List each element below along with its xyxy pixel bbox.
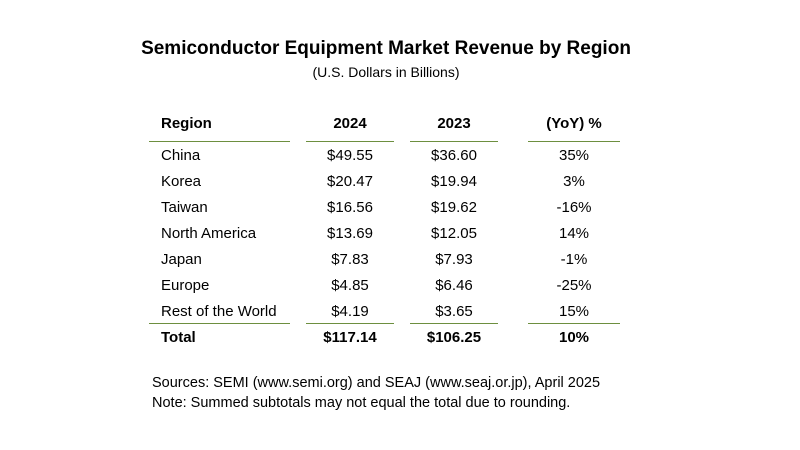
total-rule-yoy — [528, 323, 620, 324]
header-rule-region — [149, 141, 290, 142]
row-value-2024: $49.55 — [327, 147, 373, 164]
row-region: Japan — [161, 251, 202, 268]
total-rule-2024 — [306, 323, 394, 324]
row-yoy: 3% — [563, 173, 585, 190]
total-2023: $106.25 — [426, 329, 482, 346]
row-value-2024: $13.69 — [327, 225, 373, 242]
row-value-2023: $6.46 — [435, 277, 473, 294]
row-value-2024: $20.47 — [327, 173, 373, 190]
total-label: Total — [161, 329, 196, 346]
header-rule-2024 — [306, 141, 394, 142]
row-value-2024: $4.85 — [331, 277, 369, 294]
total-rule-2023 — [410, 323, 498, 324]
header-rule-2023 — [410, 141, 498, 142]
header-yoy: (YoY) % — [546, 115, 602, 132]
row-value-2023: $19.62 — [431, 199, 477, 216]
row-value-2024: $7.83 — [331, 251, 369, 268]
header-rule-yoy — [528, 141, 620, 142]
row-yoy: -1% — [560, 251, 588, 268]
row-yoy: 15% — [558, 303, 590, 320]
header-region: Region — [161, 115, 212, 132]
row-value-2023: $12.05 — [431, 225, 477, 242]
sources-note: Sources: SEMI (www.semi.org) and SEAJ (w… — [152, 373, 600, 413]
row-value-2024: $16.56 — [327, 199, 373, 216]
row-value-2023: $7.93 — [435, 251, 473, 268]
total-2024: $117.14 — [323, 329, 377, 346]
total-yoy: 10% — [558, 329, 590, 346]
sources-line: Sources: SEMI (www.semi.org) and SEAJ (w… — [152, 375, 601, 391]
page-title: Semiconductor Equipment Market Revenue b… — [141, 38, 631, 59]
row-region: Taiwan — [161, 199, 208, 216]
header-2024: 2024 — [333, 115, 367, 132]
row-value-2023: $3.65 — [435, 303, 473, 320]
total-rule-region — [149, 323, 290, 324]
row-yoy: -16% — [556, 199, 592, 216]
row-region: Europe — [161, 277, 210, 294]
row-value-2024: $4.19 — [331, 303, 369, 320]
row-yoy: 14% — [558, 225, 590, 242]
row-region: North America — [161, 225, 257, 242]
row-region: Rest of the World — [161, 303, 277, 320]
row-value-2023: $19.94 — [431, 173, 477, 190]
page-subtitle: (U.S. Dollars in Billions) — [312, 64, 460, 80]
row-yoy: 35% — [558, 147, 590, 164]
row-yoy: -25% — [556, 277, 592, 294]
rounding-note: Note: Summed subtotals may not equal the… — [152, 395, 571, 411]
row-value-2023: $36.60 — [431, 147, 477, 164]
row-region: China — [161, 147, 201, 164]
header-2023: 2023 — [437, 115, 471, 132]
row-region: Korea — [161, 173, 202, 190]
